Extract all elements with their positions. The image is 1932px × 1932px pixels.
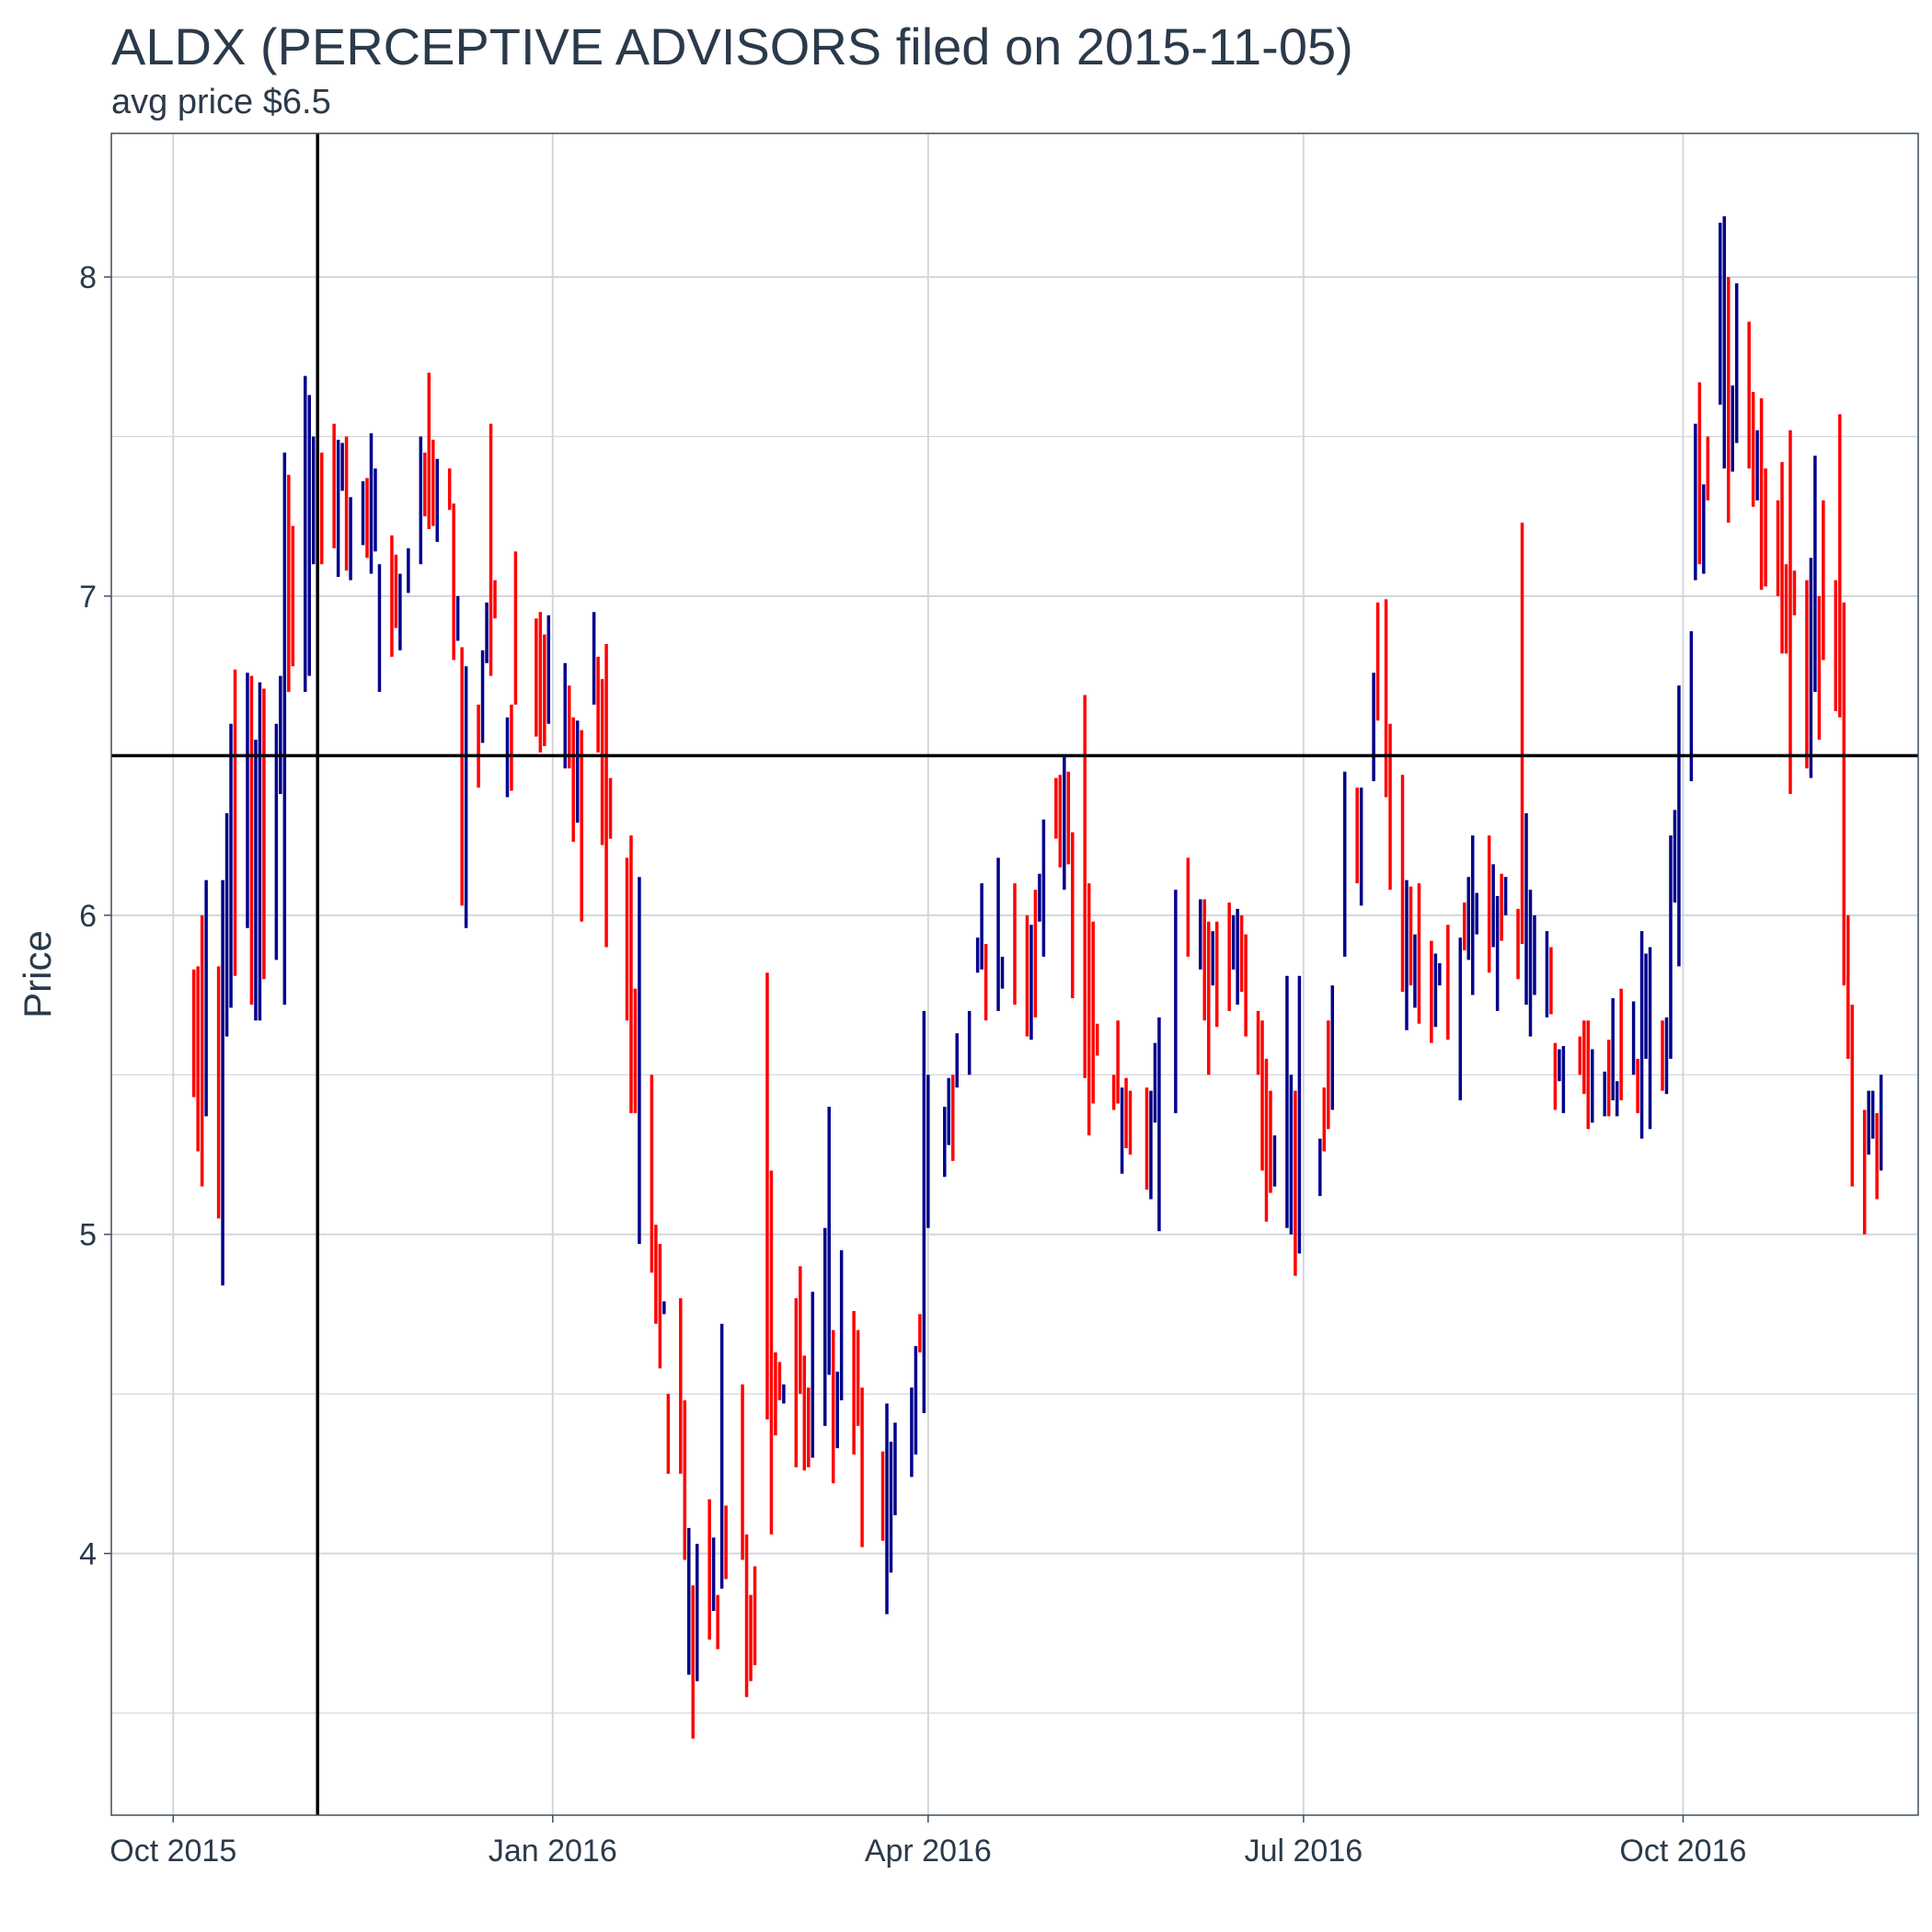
x-tick-label: Jul 2016 — [1245, 1834, 1363, 1869]
minor-grid — [111, 435, 1918, 1714]
y-tick-label: 5 — [79, 1218, 97, 1253]
y-tick-label: 6 — [79, 899, 97, 934]
y-tick-label: 4 — [79, 1537, 97, 1572]
y-tick-label: 8 — [79, 260, 97, 295]
x-tick-label: Oct 2016 — [1619, 1834, 1746, 1869]
reference-lines — [111, 133, 1918, 1815]
chart-title: ALDX (PERCEPTIVE ADVISORS filed on 2015-… — [111, 17, 1353, 75]
y-tick-label: 7 — [79, 580, 97, 615]
price-range-bars — [191, 216, 1883, 1739]
x-tick-label: Oct 2015 — [109, 1834, 236, 1869]
x-tick-label: Apr 2016 — [865, 1834, 992, 1869]
x-tick-label: Jan 2016 — [489, 1834, 617, 1869]
panel-border — [110, 132, 1919, 1816]
x-axis-ticks: Oct 2015 Jan 2016 Apr 2016 Jul 2016 Oct 2016 — [109, 1815, 1746, 1869]
y-axis-ticks: 4 5 6 7 8 — [79, 260, 111, 1572]
chart-subtitle: avg price $6.5 — [111, 83, 331, 121]
y-axis-title: Price — [16, 930, 59, 1018]
